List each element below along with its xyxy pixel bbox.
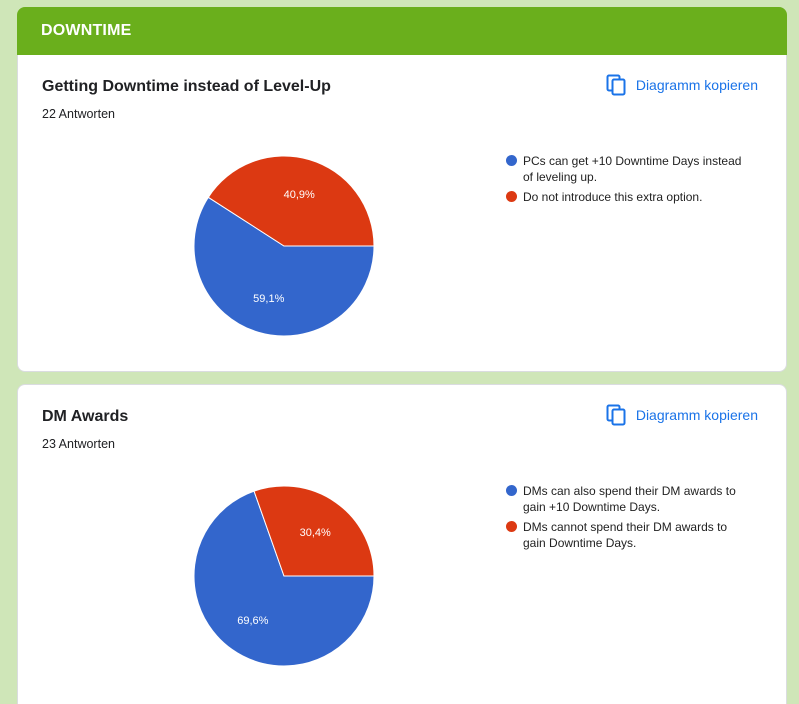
copy-chart-button[interactable]: Diagramm kopieren [606, 73, 758, 97]
question-card: Getting Downtime instead of Level-Up 22 … [17, 55, 787, 372]
legend-item[interactable]: DMs cannot spend their DM awards to gain… [506, 519, 746, 551]
question-card: DM Awards 23 Antworten Diagramm kopieren… [17, 384, 787, 704]
chart-legend: PCs can get +10 Downtime Days instead of… [506, 153, 746, 209]
legend-item[interactable]: PCs can get +10 Downtime Days instead of… [506, 153, 746, 185]
copy-chart-label: Diagramm kopieren [635, 407, 758, 423]
chart-legend: DMs can also spend their DM awards to ga… [506, 483, 746, 555]
section-header: DOWNTIME [17, 7, 787, 55]
pie-slice[interactable] [193, 490, 375, 667]
legend-label: Do not introduce this extra option. [523, 190, 703, 204]
slice-value-label: 30,4% [300, 527, 331, 539]
legend-swatch [506, 485, 517, 496]
legend-label: DMs can also spend their DM awards to ga… [523, 484, 736, 514]
copy-icon [606, 74, 626, 96]
pie-slice[interactable] [253, 485, 375, 577]
pie-slice[interactable] [207, 155, 375, 247]
pie-chart: 69,6% 30,4% [193, 485, 375, 667]
slice-value-label: 40,9% [284, 189, 315, 201]
legend-swatch [506, 521, 517, 532]
response-count: 23 Antworten [42, 437, 115, 451]
legend-label: DMs cannot spend their DM awards to gain… [523, 520, 728, 550]
pie-chart: 59,1% 40,9% [193, 155, 375, 337]
legend-swatch [506, 155, 517, 166]
legend-swatch [506, 191, 517, 202]
response-count: 22 Antworten [42, 107, 115, 121]
slice-value-label: 59,1% [253, 293, 284, 305]
legend-item[interactable]: DMs can also spend their DM awards to ga… [506, 483, 746, 515]
copy-chart-label: Diagramm kopieren [635, 77, 758, 93]
legend-label: PCs can get +10 Downtime Days instead of… [523, 154, 742, 184]
slice-value-label: 69,6% [237, 615, 268, 627]
legend-item[interactable]: Do not introduce this extra option. [506, 189, 746, 205]
question-title: Getting Downtime instead of Level-Up [42, 78, 331, 95]
copy-icon [606, 404, 626, 426]
section-title: DOWNTIME [41, 22, 132, 39]
pie-slice[interactable] [193, 196, 375, 337]
question-title: DM Awards [42, 408, 129, 425]
copy-chart-button[interactable]: Diagramm kopieren [606, 403, 758, 427]
